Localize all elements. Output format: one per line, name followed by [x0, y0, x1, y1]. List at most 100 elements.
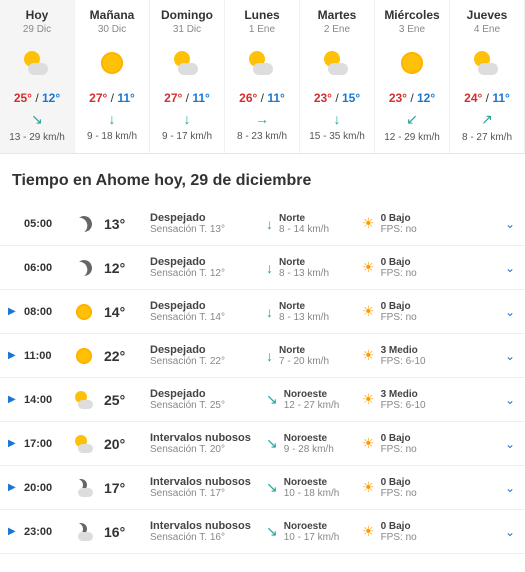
day-date: 1 Ene: [227, 24, 297, 35]
hour-time: 08:00: [24, 306, 64, 318]
hour-temp: 17°: [104, 480, 144, 496]
hour-weather-icon: [70, 348, 98, 364]
hour-temp: 22°: [104, 348, 144, 364]
day-name: Domingo: [152, 8, 222, 22]
chevron-down-icon[interactable]: ⌄: [503, 437, 517, 451]
hour-time: 11:00: [24, 350, 64, 362]
day-column[interactable]: Hoy29 Dic25° / 12°↘13 - 29 km/h: [0, 0, 75, 153]
day-column[interactable]: Mañana30 Dic27° / 11°↓9 - 18 km/h: [75, 0, 150, 153]
hour-time: 06:00: [24, 262, 64, 274]
hour-row[interactable]: 05:0013°DespejadoSensación T. 13°↓Norte8…: [0, 202, 525, 246]
hour-wind: ↓Norte8 - 13 km/h: [266, 301, 356, 323]
hour-row[interactable]: ▶14:0025°DespejadoSensación T. 25°↘Noroe…: [0, 378, 525, 422]
hour-condition: DespejadoSensación T. 22°: [150, 344, 260, 367]
hour-wind: ↓Norte8 - 13 km/h: [266, 257, 356, 279]
hour-condition: Intervalos nubososSensación T. 16°: [150, 520, 260, 543]
day-column[interactable]: Miércoles3 Ene23° / 12°↙12 - 29 km/h: [375, 0, 450, 153]
wind-arrow-icon: ↘: [266, 391, 278, 408]
day-wind: ↓15 - 35 km/h: [302, 111, 372, 142]
hour-uv: ☀0 BajoFPS: no: [362, 477, 497, 499]
hour-row[interactable]: ▶ 20:00 17° Intervalos nubososSensación T. …: [0, 466, 525, 510]
hour-row[interactable]: ▶ 11:00 22° DespejadoSensación T. 22° ↓Norte…: [0, 334, 525, 378]
partly-cloudy-icon: [247, 51, 277, 75]
hour-weather-icon: [70, 523, 98, 541]
day-wind: ↗8 - 27 km/h: [452, 111, 522, 143]
hour-temp: 20°: [104, 436, 144, 452]
day-temps: 27° / 11°: [152, 91, 222, 105]
day-weather-icon: [2, 43, 72, 83]
partly-cloudy-icon: [73, 435, 95, 453]
sun-icon: [76, 348, 92, 364]
sun-icon: [101, 52, 123, 74]
hour-temp: 12°: [104, 260, 144, 276]
day-column[interactable]: Domingo31 Dic27° / 11°↓9 - 17 km/h: [150, 0, 225, 153]
hour-condition: Intervalos nubososSensación T. 20°: [150, 432, 260, 455]
hour-row[interactable]: ▶ 17:00 20° Intervalos nubososSensación T. …: [0, 422, 525, 466]
partly-cloudy-icon: [22, 51, 52, 75]
moon-icon: [74, 257, 95, 278]
day-temps: 23° / 12°: [377, 91, 447, 105]
day-temps: 27° / 11°: [77, 91, 147, 105]
hour-weather-icon: [70, 391, 98, 409]
chevron-down-icon[interactable]: ⌄: [503, 525, 517, 539]
chevron-down-icon[interactable]: ⌄: [503, 349, 517, 363]
chevron-right-icon: ▶: [8, 438, 18, 449]
chevron-down-icon[interactable]: ⌄: [503, 393, 517, 407]
day-name: Martes: [302, 8, 372, 22]
cloudy-night-icon: [73, 479, 95, 497]
uv-icon: ☀: [362, 523, 375, 540]
hour-uv: ☀0 BajoFPS: no: [362, 433, 497, 455]
wind-arrow-icon: ↓: [266, 260, 273, 276]
hour-weather-icon: [70, 435, 98, 453]
hour-time: 17:00: [24, 438, 64, 450]
hour-uv: ☀0 BajoFPS: no: [362, 213, 497, 235]
section-title: Tiempo en Ahome hoy, 29 de diciembre: [0, 154, 525, 202]
wind-arrow-icon: ↓: [109, 111, 116, 127]
cloudy-night-icon: [73, 523, 95, 541]
hour-wind: ↘Noroeste10 - 17 km/h: [266, 521, 356, 543]
wind-arrow-icon: →: [255, 111, 269, 127]
hour-uv: ☀0 BajoFPS: no: [362, 521, 497, 543]
hour-condition: Intervalos nubososSensación T. 17°: [150, 476, 260, 499]
day-column[interactable]: Lunes1 Ene26° / 11°→8 - 23 km/h: [225, 0, 300, 153]
day-name: Lunes: [227, 8, 297, 22]
uv-icon: ☀: [362, 347, 375, 364]
day-column[interactable]: Martes 2 Ene 23° / 15° ↓15 - 35 km/h: [300, 0, 375, 153]
wind-arrow-icon: ↓: [266, 216, 273, 232]
hour-time: 20:00: [24, 482, 64, 494]
day-date: 30 Dic: [77, 24, 147, 35]
hour-weather-icon: [70, 216, 98, 232]
day-temps: 23° / 15°: [302, 91, 372, 105]
hour-time: 23:00: [24, 526, 64, 538]
day-date: 29 Dic: [2, 24, 72, 35]
chevron-right-icon: ▶: [8, 350, 18, 361]
day-name: Hoy: [2, 8, 72, 22]
chevron-down-icon[interactable]: ⌄: [503, 305, 517, 319]
wind-arrow-icon: ↓: [266, 348, 273, 364]
hour-condition: DespejadoSensación T. 14°: [150, 300, 260, 323]
hour-uv: ☀0 BajoFPS: no: [362, 257, 497, 279]
day-column[interactable]: Jueves4 Ene24° / 11°↗8 - 27 km/h: [450, 0, 525, 153]
day-weather-icon: [302, 43, 372, 83]
wind-arrow-icon: ↙: [406, 111, 418, 128]
hour-row[interactable]: ▶23:0016°Intervalos nubososSensación T. …: [0, 510, 525, 554]
partly-cloudy-icon: [73, 391, 95, 409]
hour-wind: ↘Noroeste10 - 18 km/h: [266, 477, 356, 499]
chevron-down-icon[interactable]: ⌄: [503, 217, 517, 231]
hour-row[interactable]: 06:00 12° DespejadoSensación T. 12° ↓Norte8…: [0, 246, 525, 290]
day-date: 2 Ene: [302, 24, 372, 35]
hourly-forecast-list: 05:0013°DespejadoSensación T. 13°↓Norte8…: [0, 202, 525, 554]
day-date: 3 Ene: [377, 24, 447, 35]
hour-condition: DespejadoSensación T. 12°: [150, 256, 260, 279]
day-name: Miércoles: [377, 8, 447, 22]
uv-icon: ☀: [362, 479, 375, 496]
hour-wind: ↓Norte7 - 20 km/h: [266, 345, 356, 367]
chevron-down-icon[interactable]: ⌄: [503, 481, 517, 495]
day-weather-icon: [152, 43, 222, 83]
chevron-down-icon[interactable]: ⌄: [503, 261, 517, 275]
wind-arrow-icon: ↘: [266, 523, 278, 540]
chevron-right-icon: ▶: [8, 482, 18, 493]
partly-cloudy-icon: [172, 51, 202, 75]
uv-icon: ☀: [362, 215, 375, 232]
hour-row[interactable]: ▶08:0014°DespejadoSensación T. 14°↓Norte…: [0, 290, 525, 334]
